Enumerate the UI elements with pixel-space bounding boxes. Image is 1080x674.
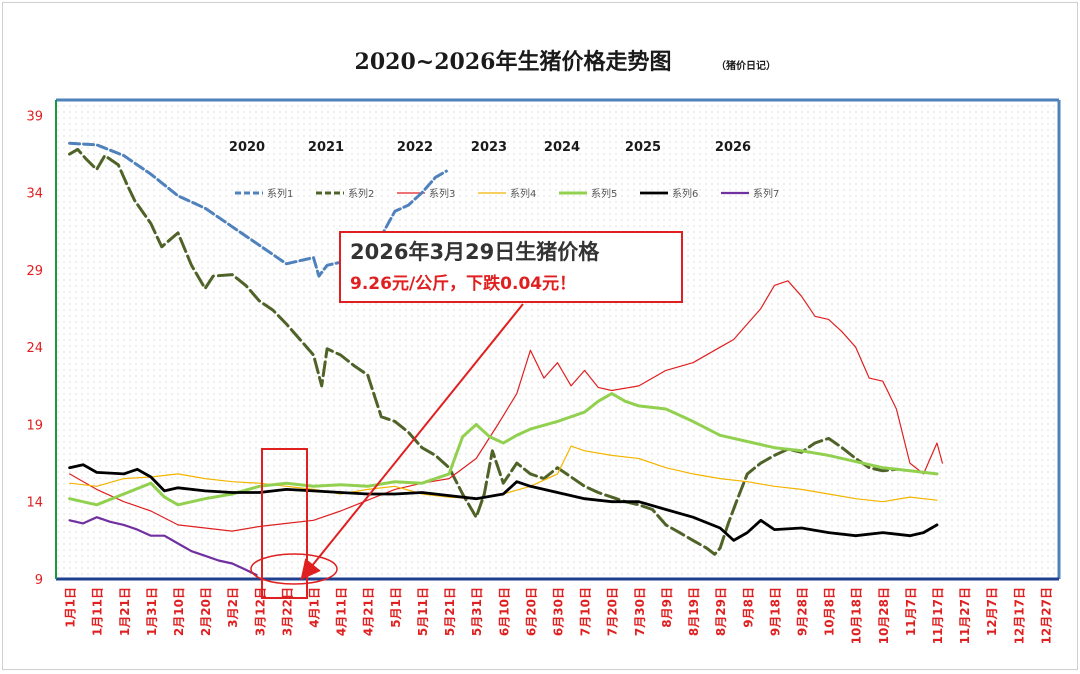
series-line (68, 147, 898, 556)
x-tick-labels: 1月1日 1月11日 1月21日 1月31日 2月10日 2月20日 3月2日 3月12日 3月… (64, 587, 1054, 644)
plot-area (56, 100, 1059, 579)
x-tick-label: 2月10日 (172, 587, 186, 636)
series-line (69, 445, 938, 503)
x-tick-label: 9月28日 (795, 587, 809, 636)
highlight-ellipse (250, 553, 338, 585)
legend-label: 系列6 (672, 187, 698, 200)
x-tick-label: 4月1日 (308, 587, 322, 628)
legend-label: 系列4 (510, 187, 536, 200)
highlight-box (261, 448, 308, 599)
x-tick-label: 8月19日 (687, 587, 701, 636)
x-tick-label: 1月1日 (64, 587, 78, 628)
callout-box (339, 231, 683, 303)
y-tick-label: 29 (26, 264, 43, 279)
x-tick-label: 1月31日 (145, 587, 159, 636)
legend-label: 系列1 (267, 187, 293, 200)
x-tick-label: 5月31日 (470, 587, 484, 636)
x-tick-label: 2月20日 (199, 587, 213, 636)
year-label: 2025 (625, 140, 661, 155)
year-labels: 2020 2021 2022 2023 2024 2025 2026 (229, 140, 751, 155)
legend-label: 系列3 (429, 187, 455, 200)
x-tick-label: 10月8日 (823, 587, 837, 636)
chart-subtitle: （猪价日记） (716, 59, 776, 72)
x-tick-label: 9月18日 (768, 587, 782, 636)
x-tick-label: 7月20日 (606, 587, 620, 636)
x-tick-label: 1月11日 (91, 587, 105, 636)
year-label: 2021 (308, 140, 344, 155)
x-tick-label: 8月29日 (714, 587, 728, 636)
y-tick-label: 24 (26, 341, 43, 356)
x-tick-label: 1月21日 (118, 587, 132, 636)
x-tick-label: 3月22日 (280, 587, 294, 636)
year-label: 2022 (397, 140, 433, 155)
y-tick-labels: 9 14 19 24 29 34 39 (26, 109, 43, 588)
x-tick-label: 7月30日 (633, 587, 647, 636)
x-tick-label: 5月11日 (416, 587, 430, 636)
x-tick-label: 9月8日 (741, 587, 755, 628)
callout-arrow (300, 303, 524, 581)
y-tick-label: 9 (35, 573, 43, 588)
legend-label: 系列2 (348, 187, 374, 200)
series-lines (68, 141, 943, 577)
series-line (68, 392, 939, 507)
x-tick-label: 8月9日 (660, 587, 674, 628)
x-tick-label: 10月18日 (850, 587, 864, 644)
x-tick-label: 6月30日 (552, 587, 566, 636)
x-tick-label: 5月21日 (443, 587, 457, 636)
y-tick-label: 39 (26, 109, 43, 124)
x-tick-label: 4月21日 (362, 587, 376, 636)
series-line (69, 280, 943, 532)
x-tick-label: 11月7日 (904, 587, 918, 636)
legend: 系列1 系列2 系列3 系列4 系列5 系列6 系列7 (235, 187, 779, 200)
callout-title: 2026年3月29日生猪价格 (350, 240, 600, 264)
chart-title: 2020~2026年生猪价格走势图 (355, 49, 672, 75)
callout-detail: 9.26元/公斤，下跌0.04元！ (350, 274, 576, 294)
year-label: 2023 (471, 140, 507, 155)
x-tick-label: 4月11日 (335, 587, 349, 636)
x-tick-label: 6月10日 (497, 587, 511, 636)
year-label: 2026 (715, 140, 751, 155)
x-tick-label: 5月1日 (389, 587, 403, 628)
x-tick-label: 12月17日 (1012, 587, 1026, 644)
x-tick-label: 12月7日 (985, 587, 999, 636)
legend-label: 系列7 (753, 187, 779, 200)
x-tick-label: 10月28日 (877, 587, 891, 644)
series-line (68, 141, 448, 278)
x-tick-label: 3月12日 (253, 587, 267, 636)
series-line (68, 516, 258, 577)
year-label: 2024 (544, 140, 580, 155)
price-chart: 2020~2026年生猪价格走势图 （猪价日记） 9 14 19 24 29 34 39 1… (26, 49, 1061, 644)
x-tick-label: 7月10日 (579, 587, 593, 636)
x-tick-label: 11月17日 (931, 587, 945, 644)
y-tick-label: 14 (26, 496, 43, 511)
year-label: 2020 (229, 140, 265, 155)
legend-label: 系列5 (591, 187, 617, 200)
series-line (68, 463, 939, 542)
x-tick-label: 11月27日 (958, 587, 972, 644)
x-tick-label: 6月20日 (524, 587, 538, 636)
x-tick-label: 12月27日 (1039, 587, 1053, 644)
y-tick-label: 19 (26, 418, 43, 433)
x-tick-label: 3月2日 (226, 587, 240, 628)
y-tick-label: 34 (26, 187, 43, 202)
